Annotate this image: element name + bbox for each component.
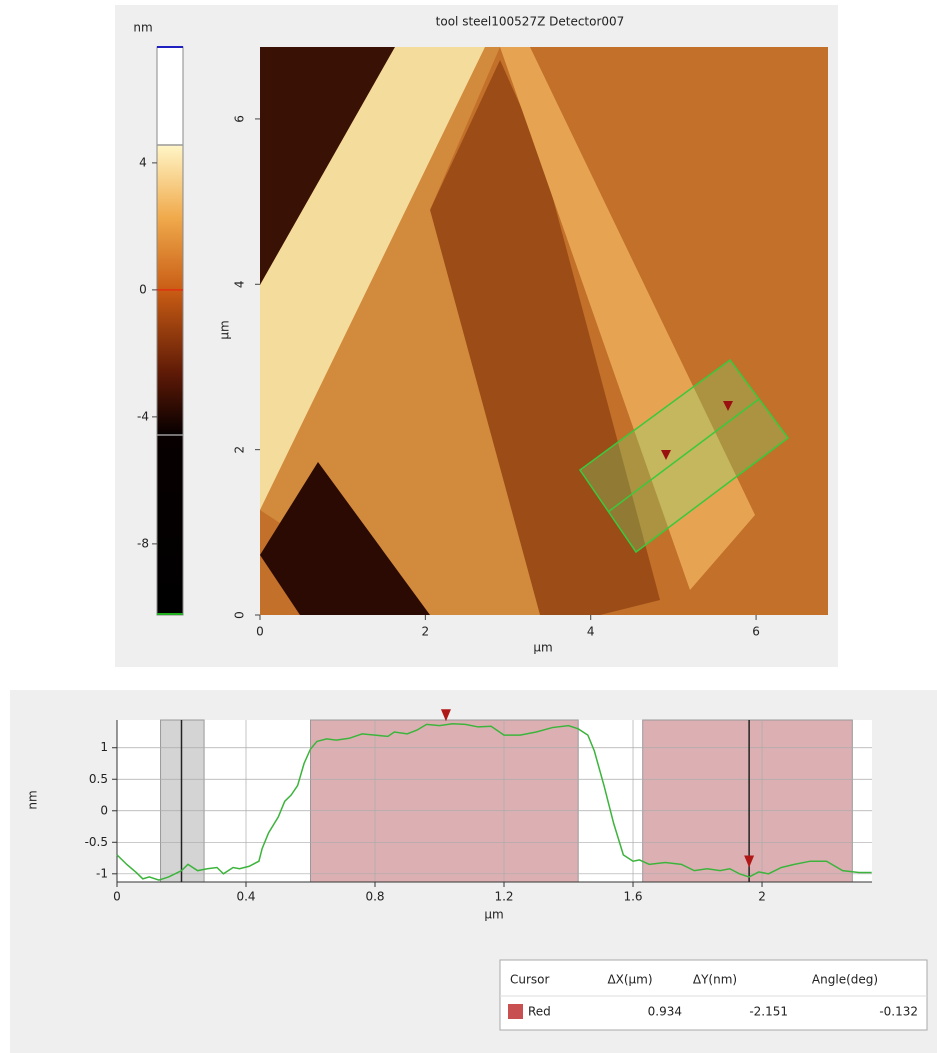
table-header: Angle(deg) [812,973,878,987]
x-tick-label: 6 [752,625,760,639]
y-tick-label: -0.5 [85,835,108,849]
x-tick-label: 0.4 [236,890,255,904]
x-tick-label: 0 [256,625,264,639]
table-cell: -2.151 [749,1005,788,1019]
y-tick-label: -1 [96,866,108,880]
x-axis-label: μm [484,908,503,922]
table-header: ΔY(nm) [693,973,737,987]
cursor-table [499,959,928,1031]
image-terrace [260,47,540,615]
image-terrace [260,462,430,615]
cursor-marker[interactable] [440,709,451,722]
colorbar-tick-label: -4 [137,409,149,423]
cursor-swatch [508,1004,523,1019]
x-axis-label: μm [533,641,552,655]
y-axis-label: nm [26,790,40,809]
x-tick-label: 1.6 [623,890,642,904]
colorbar-label: nm [133,21,152,35]
image-terrace [430,60,660,615]
table-header: ΔX(μm) [607,973,652,987]
x-tick-label: 2 [422,625,430,639]
image-terrace [500,47,755,590]
profile-line [116,723,872,881]
cursor-marker[interactable] [723,401,733,411]
colorbar-tick-label: -8 [137,536,149,550]
colorbar [156,46,184,616]
y-tick-label: 2 [233,446,247,454]
table-cell: -0.132 [879,1005,918,1019]
colorbar-tick-label: 0 [139,282,147,296]
y-tick-label: 6 [233,115,247,123]
cursor-marker[interactable] [744,855,755,868]
selection-region[interactable] [642,719,853,883]
x-tick-label: 4 [587,625,595,639]
image-title: tool steel100527Z Detector007 [436,15,625,29]
y-tick-label: 0.5 [89,772,108,786]
table-header: Cursor [510,973,550,987]
table-cell: Red [528,1005,551,1019]
table-cell: 0.934 [648,1005,682,1019]
y-tick-label: 4 [233,280,247,288]
y-tick-label: 0 [233,611,247,619]
y-axis-label: μm [218,320,232,339]
selection-region[interactable] [160,719,205,883]
x-tick-label: 1.2 [494,890,513,904]
x-tick-label: 0 [113,890,121,904]
x-tick-label: 2 [758,890,766,904]
image-terrace [260,47,485,510]
afm-image [260,47,828,615]
y-tick-label: 1 [100,740,108,754]
colorbar-tick-label: 4 [139,155,147,169]
x-tick-label: 0.8 [365,890,384,904]
cursor-marker[interactable] [661,450,671,460]
y-tick-label: 0 [100,803,108,817]
selection-region[interactable] [310,719,579,883]
profile-line[interactable] [607,398,760,513]
